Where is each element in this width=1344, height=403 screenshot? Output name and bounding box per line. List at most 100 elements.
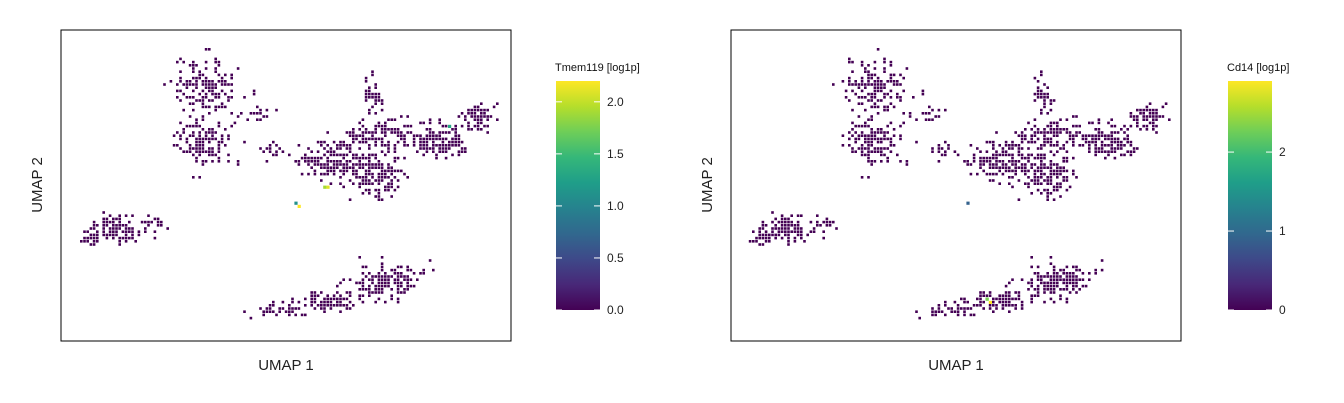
cell-point [364,172,368,176]
cell-point [406,268,409,272]
cell-point [211,89,214,93]
cell-point [1110,137,1113,141]
cell-point [851,89,854,93]
cell-point [208,128,211,131]
cell-point [208,48,211,51]
cell-point [323,304,326,307]
cell-point [396,169,400,173]
cell-point [876,99,880,102]
cell-point [1094,144,1097,147]
cell-point [393,131,397,134]
cell-point [803,240,806,243]
cell-point [1027,288,1030,291]
cell-point [358,147,361,150]
cell-point [390,268,393,272]
cell-point [1011,140,1014,144]
cell-point [1001,172,1005,176]
cell-point [1008,304,1011,307]
cell-point [352,153,355,157]
cell-point [268,307,272,310]
cell-point [1107,150,1110,153]
cell-point [1062,156,1065,160]
cell-point [428,147,432,150]
cell-point [988,172,992,176]
cell-point [1065,150,1069,153]
cell-point [870,105,873,109]
cell-point [1027,185,1030,189]
cell-point [880,140,883,144]
cell-point [438,131,441,134]
cell-point [1049,275,1053,278]
cell-point [441,137,445,141]
cell-point [185,83,189,86]
cell-point [800,236,803,240]
cell-point [371,92,374,96]
cell-point [1059,172,1062,176]
cell-point [1104,156,1107,160]
cell-point [851,128,854,131]
cell-point [441,144,445,147]
cell-point [380,256,384,259]
cell-point [1024,128,1027,131]
scatter-points [748,48,1171,320]
cell-point [377,297,381,301]
cell-point [1132,118,1136,121]
cell-point [1014,291,1017,294]
cell-point [310,304,313,307]
cell-point [1011,144,1014,147]
cell-point [198,150,201,153]
cell-point [931,310,934,313]
cell-point [1148,102,1152,105]
cell-point [252,89,256,93]
cell-point [470,112,473,115]
cell-point [1027,153,1030,157]
cell-point [851,150,854,153]
cell-point [304,313,307,317]
cell-point [262,115,265,118]
cell-point [313,300,317,304]
cell-point [1052,131,1056,134]
cell-point [387,281,390,285]
cell-point [390,185,393,189]
plot-frame [60,29,512,342]
cell-point [457,115,461,118]
cell-point [300,156,304,160]
cell-point [1059,278,1062,281]
cell-point [873,105,877,109]
cell-point [128,236,131,240]
cell-point [208,89,211,93]
cell-point [1113,150,1117,153]
cell-point [1049,256,1053,259]
cell-point [1043,275,1046,278]
cell-point [396,284,400,288]
cell-point [1052,128,1056,131]
cell-point [364,163,368,166]
cell-point [1104,134,1107,137]
cell-point [380,140,384,144]
cell-point [131,236,134,240]
cell-point [364,179,368,182]
cell-point [1110,134,1113,137]
cell-point [195,140,198,144]
cell-point [380,150,384,153]
cell-point [320,300,323,304]
cell-point [944,313,947,317]
cell-point [326,156,329,160]
cell-point [1052,291,1056,294]
cell-point [406,281,409,285]
cell-point [192,131,195,134]
cell-point [198,153,201,157]
cell-point [188,96,192,99]
cell-point [428,118,432,121]
cell-point [796,220,800,224]
cell-point [876,131,880,134]
cell-point [275,313,278,317]
cell-point [985,160,989,163]
cell-point [985,156,989,160]
cell-point [112,220,115,224]
cell-point [211,134,214,137]
cell-point [480,121,483,125]
cell-point [438,118,441,121]
cell-point [1052,198,1056,201]
cell-point [425,150,429,153]
